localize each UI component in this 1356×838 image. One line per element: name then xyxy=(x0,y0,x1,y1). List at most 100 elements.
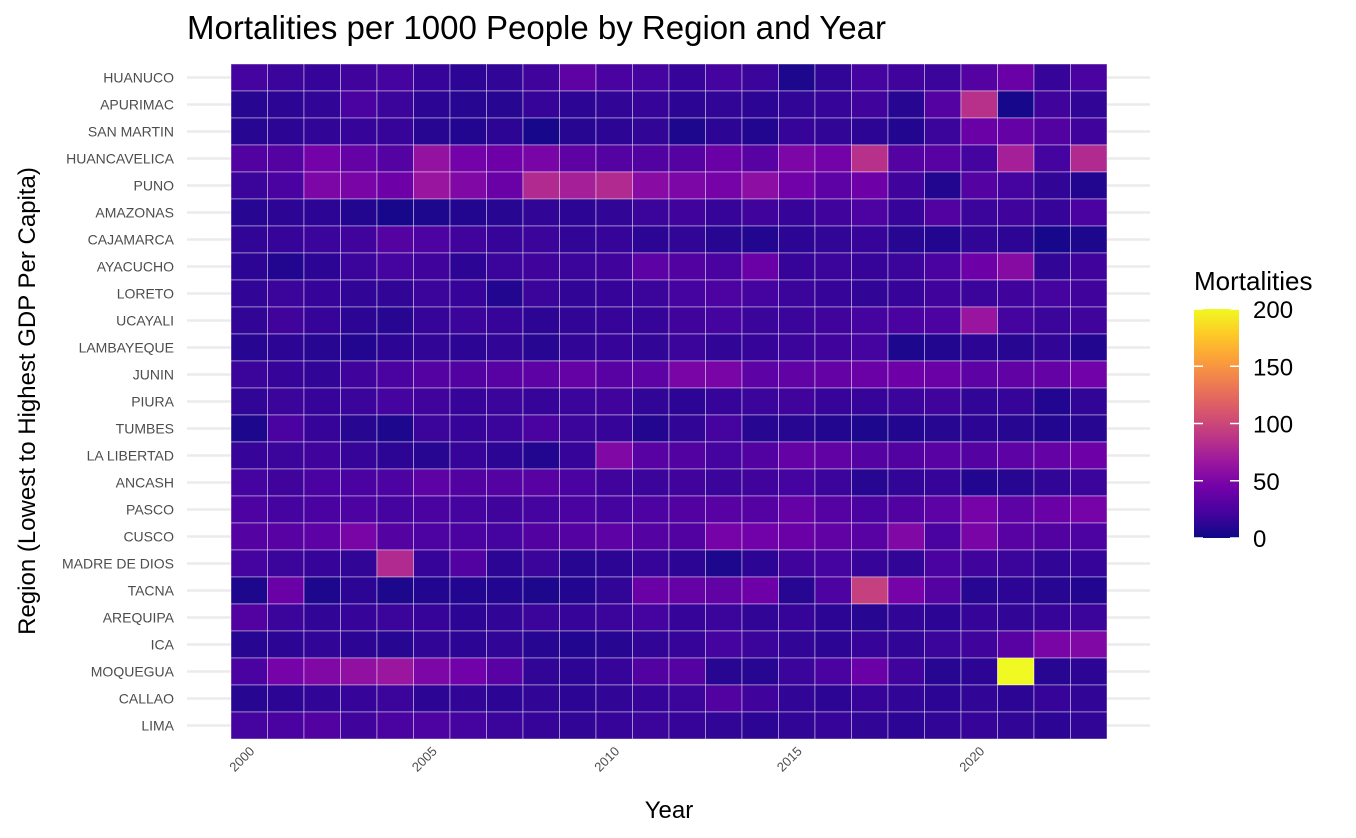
heatmap-tile xyxy=(997,414,1035,443)
heatmap-tile xyxy=(230,657,268,686)
heatmap-tile xyxy=(595,414,633,443)
heatmap-tile xyxy=(413,414,451,443)
heatmap-tile xyxy=(559,171,597,200)
heatmap-tile xyxy=(1070,630,1108,659)
heatmap-tile xyxy=(960,171,998,200)
heatmap-tile xyxy=(924,279,962,308)
heatmap-tile xyxy=(887,333,925,362)
heatmap-tile xyxy=(705,171,743,200)
heatmap-tile xyxy=(924,576,962,605)
heatmap-tile xyxy=(668,279,706,308)
heatmap-tile xyxy=(303,603,341,632)
heatmap-tile xyxy=(230,90,268,119)
heatmap-tile xyxy=(668,603,706,632)
heatmap-tile xyxy=(449,603,487,632)
heatmap-tile xyxy=(668,630,706,659)
heatmap-tile xyxy=(705,279,743,308)
heatmap-tile xyxy=(303,522,341,551)
legend-tick-label: 200 xyxy=(1253,297,1293,324)
heatmap-tile xyxy=(960,549,998,578)
heatmap-tile xyxy=(814,549,852,578)
heatmap-tile xyxy=(449,252,487,281)
heatmap-tile xyxy=(413,495,451,524)
heatmap-tile xyxy=(741,333,779,362)
heatmap-tile xyxy=(705,225,743,254)
heatmap-tile xyxy=(778,603,816,632)
heatmap-tile xyxy=(413,252,451,281)
heatmap-tile xyxy=(668,360,706,389)
heatmap-tile xyxy=(632,414,670,443)
heatmap-tile xyxy=(230,198,268,227)
heatmap-tile xyxy=(267,549,305,578)
heatmap-tile xyxy=(997,252,1035,281)
heatmap-tile xyxy=(303,144,341,173)
heatmap-tile xyxy=(778,522,816,551)
heatmap-tile xyxy=(997,387,1035,416)
heatmap-tile xyxy=(887,117,925,146)
heatmap-tile xyxy=(267,279,305,308)
heatmap-tile xyxy=(267,306,305,335)
heatmap-tile xyxy=(851,63,889,92)
heatmap-tile xyxy=(924,414,962,443)
heatmap-tile xyxy=(632,198,670,227)
heatmap-tile xyxy=(887,522,925,551)
heatmap-tile xyxy=(595,657,633,686)
heatmap-tile xyxy=(851,549,889,578)
heatmap-tile xyxy=(741,279,779,308)
y-tick-label: LORETO xyxy=(117,286,174,302)
heatmap-tile xyxy=(632,684,670,713)
heatmap-tile xyxy=(303,657,341,686)
heatmap-tile xyxy=(230,684,268,713)
heatmap-tile xyxy=(1033,279,1071,308)
heatmap-tile xyxy=(814,468,852,497)
heatmap-tile xyxy=(340,225,378,254)
heatmap-tile xyxy=(960,441,998,470)
heatmap-tile xyxy=(486,360,524,389)
heatmap-tile xyxy=(413,144,451,173)
heatmap-tile xyxy=(486,117,524,146)
heatmap-tile xyxy=(522,414,560,443)
y-tick-label: LIMA xyxy=(141,718,174,734)
heatmap-tile xyxy=(449,576,487,605)
heatmap-tile xyxy=(1033,306,1071,335)
heatmap-tile xyxy=(559,657,597,686)
heatmap-tile xyxy=(303,279,341,308)
heatmap-tile xyxy=(559,225,597,254)
heatmap-tile xyxy=(924,90,962,119)
heatmap-tile xyxy=(960,630,998,659)
heatmap-tile xyxy=(997,468,1035,497)
heatmap-tile xyxy=(376,306,414,335)
heatmap-tile xyxy=(413,603,451,632)
heatmap-tile xyxy=(778,144,816,173)
heatmap-tile xyxy=(267,468,305,497)
heatmap-tile xyxy=(303,225,341,254)
heatmap-tile xyxy=(814,414,852,443)
heatmap-tile xyxy=(778,306,816,335)
chart-title: Mortalities per 1000 People by Region an… xyxy=(187,9,886,46)
heatmap-tile xyxy=(960,333,998,362)
heatmap-tile xyxy=(705,360,743,389)
heatmap-tile xyxy=(632,630,670,659)
heatmap-tile xyxy=(924,63,962,92)
heatmap-tile xyxy=(632,387,670,416)
legend-tick-label: 150 xyxy=(1253,354,1293,381)
heatmap-tile xyxy=(595,306,633,335)
heatmap-tile xyxy=(960,90,998,119)
heatmap-tile xyxy=(814,144,852,173)
x-tick-label: 2020 xyxy=(956,744,987,775)
heatmap-tile xyxy=(449,117,487,146)
heatmap-tile xyxy=(559,684,597,713)
heatmap-tile xyxy=(814,657,852,686)
y-tick-label: AREQUIPA xyxy=(103,610,175,626)
heatmap-tile xyxy=(632,279,670,308)
legend-title: Mortalities xyxy=(1194,266,1312,296)
heatmap-tile xyxy=(230,414,268,443)
heatmap-tile xyxy=(741,225,779,254)
heatmap-tile xyxy=(376,576,414,605)
heatmap-tile xyxy=(924,198,962,227)
heatmap-tile xyxy=(267,684,305,713)
heatmap-tile xyxy=(376,414,414,443)
y-tick-label: AYACUCHO xyxy=(97,259,174,275)
y-axis-title: Region (Lowest to Highest GDP Per Capita… xyxy=(14,167,41,635)
heatmap-tile xyxy=(595,441,633,470)
